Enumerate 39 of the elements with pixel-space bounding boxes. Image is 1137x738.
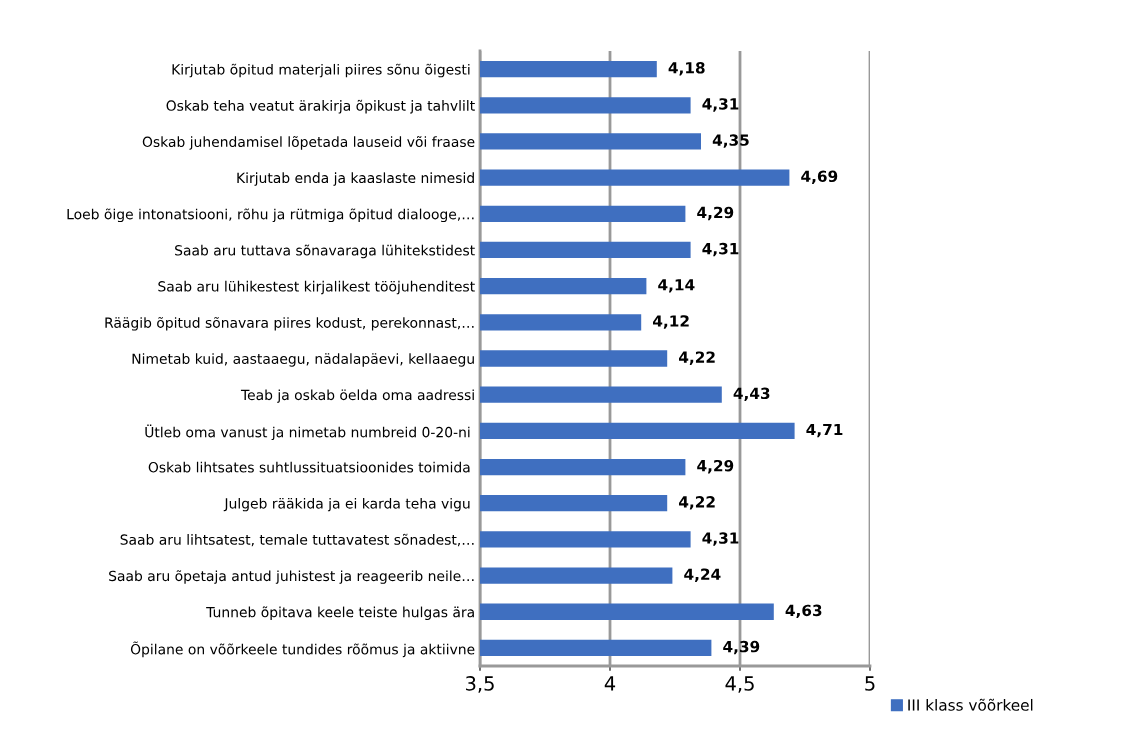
data-label: 4,39: [723, 640, 760, 655]
legend-label: III klass võõrkeel: [908, 698, 1033, 711]
y-tick-label: Saab aru lihtsatest, temale tuttavatest sõnadest,…: [120, 533, 474, 547]
y-tick-label: Nimetab kuid, aastaaegu, nädalapäevi, kellaaegu: [132, 353, 474, 367]
data-label: 4,12: [653, 315, 689, 329]
data-label: 4,22: [679, 351, 715, 365]
data-label: 4,31: [702, 242, 739, 257]
data-label: 4,14: [658, 279, 695, 293]
data-label: 4,69: [801, 170, 838, 184]
y-tick-label: Oskab teha veatut ärakirja õpikust ja tahvlilt: [166, 99, 475, 114]
data-label: 4,24: [684, 568, 721, 582]
data-label: 4,43: [733, 387, 770, 402]
y-tick-label: Ütleb oma vanust ja nimetab numbreid 0-20-ni: [145, 424, 470, 441]
y-tick-label: Õpilane on võõrkeele tundides rõõmus ja aktiivne: [130, 641, 475, 658]
data-label: 4,71: [806, 423, 843, 438]
data-label: 4,63: [785, 604, 822, 619]
y-tick-label: Kirjutab enda ja kaaslaste nimesid: [237, 172, 474, 186]
data-label: 4,31: [702, 532, 739, 546]
x-tick-label: 3,5: [466, 676, 494, 693]
data-label: 4,22: [679, 496, 715, 510]
data-label: 4,29: [697, 459, 734, 474]
y-tick-label: Oskab lihtsates suhtlussituatsioonides toimida: [148, 461, 470, 473]
y-tick-label: Tunneb õpitava keele teiste hulgas ära: [206, 606, 474, 621]
y-tick-label: Saab aru tuttava sõnavaraga lühitekstidest: [175, 244, 475, 259]
data-label: 4,29: [697, 206, 734, 221]
data-label: 4,18: [668, 61, 705, 76]
y-tick-label: Teab ja oskab öelda oma aadressi: [240, 389, 474, 403]
y-tick-label: Oskab juhendamisel lõpetada lauseid või fraase: [142, 136, 475, 150]
x-tick-label: 4: [604, 676, 616, 691]
y-tick-label: Kirjutab õpitud materjali piires sõnu õigesti: [172, 63, 470, 78]
x-tick-label: 5: [865, 676, 875, 691]
y-tick-label: Julgeb rääkida ja ei karda teha vigu: [223, 497, 470, 512]
x-tick-label: 4,5: [725, 676, 754, 693]
y-tick-label: Saab aru õpetaja antud juhistest ja reageerib neile…: [109, 570, 474, 584]
y-tick-label: Loeb õige intonatsiooni, rõhu ja rütmiga õpitud dialooge,…: [67, 208, 474, 223]
y-tick-label: Saab aru lühikestest kirjalikest tööjuhenditest: [158, 280, 475, 295]
data-label: 4,31: [702, 98, 739, 112]
y-tick-label: Räägib õpitud sõnavara piires kodust, perekonnast,…: [105, 316, 474, 331]
data-label: 4,35: [712, 134, 749, 148]
